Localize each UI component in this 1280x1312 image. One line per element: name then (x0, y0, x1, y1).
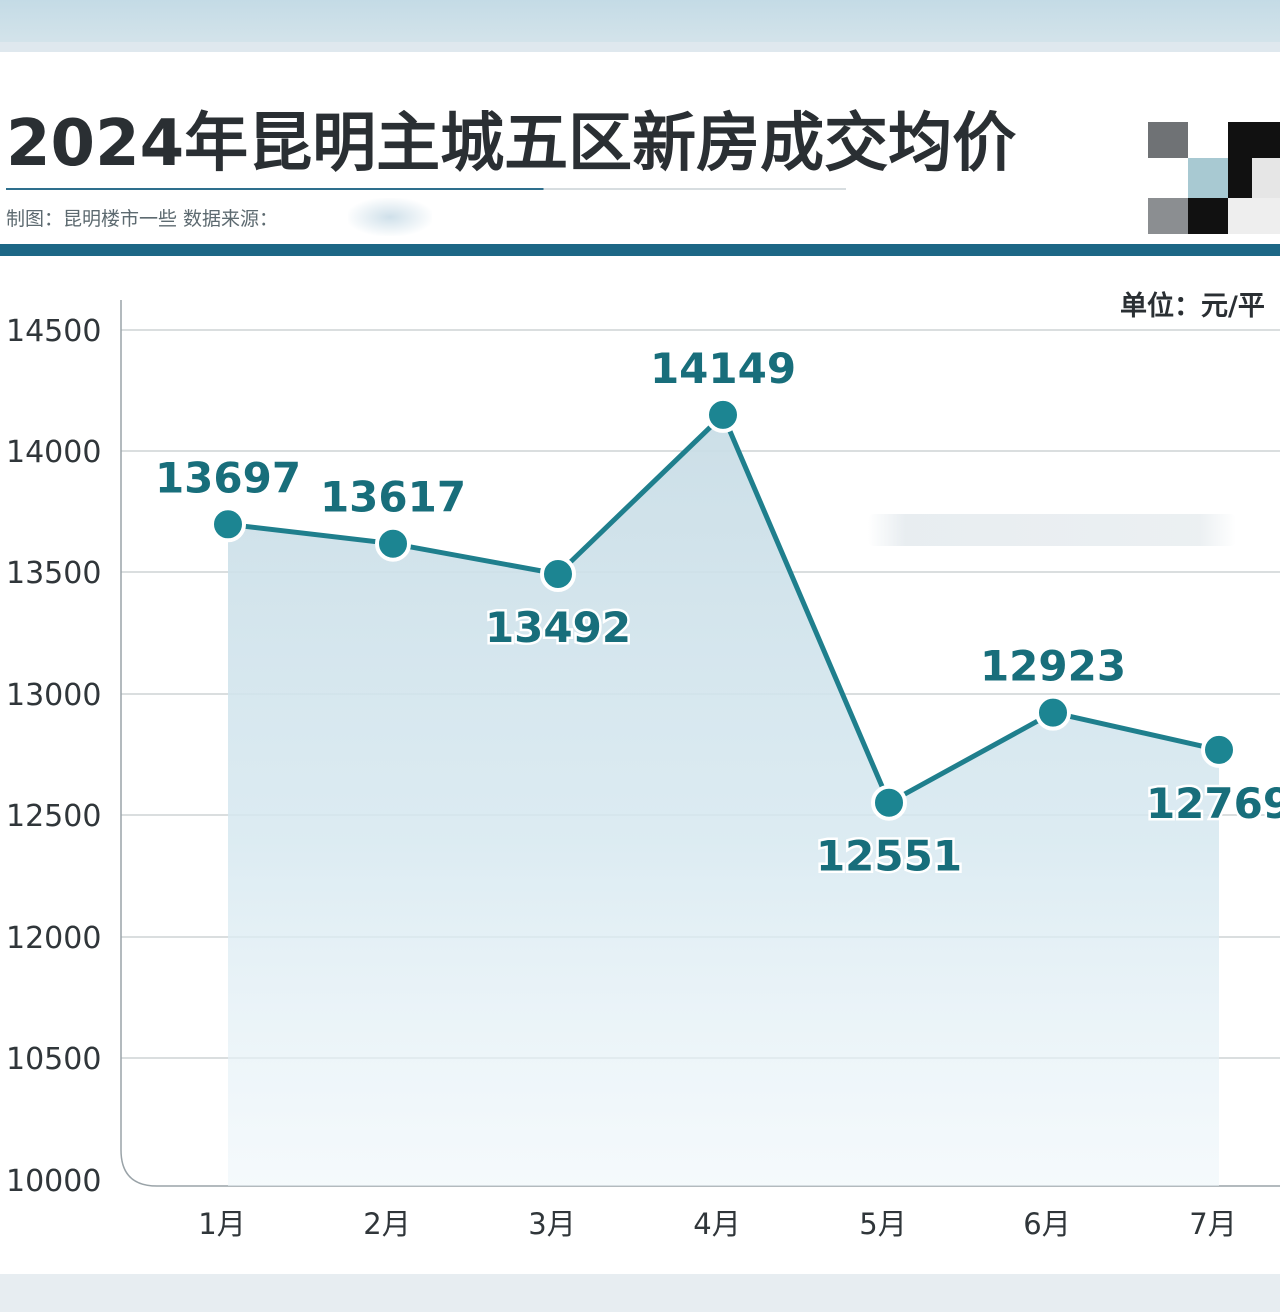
x-tick-label: 4月 (693, 1207, 740, 1241)
data-label: 12551 (816, 832, 962, 881)
x-tick-label: 1月 (198, 1207, 245, 1241)
bottom-strip (0, 1274, 1280, 1312)
header-band (0, 244, 1280, 256)
data-point (1035, 694, 1071, 731)
y-tick-label: 14500 (6, 314, 101, 349)
x-tick-label: 5月 (859, 1207, 906, 1241)
data-point (1201, 731, 1237, 768)
y-tick-label: 14000 (6, 435, 101, 470)
chart-title: 2024年昆明主城五区新房成交均价 (6, 107, 1017, 181)
data-label: 13617 (320, 473, 466, 522)
y-tick-label: 12000 (6, 921, 101, 956)
data-point (375, 525, 411, 562)
data-label: 13492 (485, 603, 631, 652)
data-point (871, 784, 907, 821)
chart-credit: 制图：昆明楼市一些 数据来源： (6, 208, 279, 230)
data-label: 13697 (155, 453, 301, 502)
data-label: 12769 (1146, 779, 1280, 828)
data-label: 14149 (650, 344, 796, 393)
data-point (705, 396, 741, 433)
y-tick-label: 10500 (6, 1042, 101, 1077)
top-bar (0, 0, 1280, 42)
y-tick-label: 13000 (6, 678, 101, 713)
y-tick-label: 10000 (6, 1164, 101, 1199)
title-divider (6, 188, 846, 190)
x-tick-label: 2月 (363, 1207, 410, 1241)
x-tick-label: 6月 (1023, 1207, 1070, 1241)
data-point (540, 556, 576, 592)
y-tick-label: 12500 (6, 799, 101, 834)
data-label: 12923 (980, 642, 1126, 691)
data-point (210, 506, 246, 543)
brand-logo-icon (1148, 118, 1280, 238)
blurred-source (348, 198, 432, 236)
area-fill (228, 414, 1219, 1186)
y-tick-label: 13500 (6, 556, 101, 591)
watermark-text (868, 514, 1236, 546)
plot-frame (120, 300, 1280, 1187)
unit-label: 单位：元/平 (1120, 291, 1265, 322)
x-tick-label: 3月 (528, 1207, 575, 1241)
x-tick-label: 7月 (1189, 1207, 1236, 1241)
